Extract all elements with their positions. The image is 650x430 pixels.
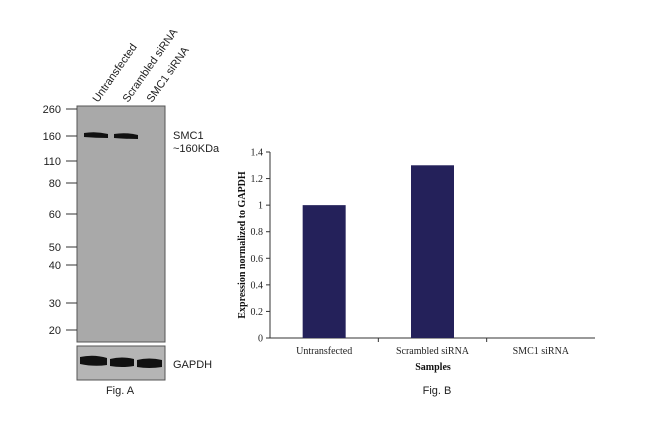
- blot-membrane: [76, 105, 166, 343]
- gapdh-band-untransfected: [80, 355, 107, 366]
- x-tick-label: SMC1 siRNA: [513, 346, 570, 357]
- y-tick-label: 0: [258, 334, 263, 345]
- x-tick-label: Untransfected: [296, 346, 352, 357]
- marker-label-260: 260: [43, 104, 61, 116]
- marker-label-80: 80: [49, 178, 61, 190]
- y-tick-label: 0.2: [251, 307, 264, 318]
- y-tick-label: 1.2: [251, 174, 264, 185]
- y-tick-label: 0.8: [251, 227, 264, 238]
- bar-scrambled-sirna: [411, 165, 454, 338]
- y-tick-label: 1: [258, 201, 263, 212]
- y-tick-label: 0.6: [251, 254, 264, 265]
- smc1-label: SMC1: [173, 130, 204, 142]
- y-axis-ticks: 0 0.2 0.4 0.6 0.8 1 1.2 1.4: [251, 148, 270, 345]
- bars-group: [302, 165, 454, 338]
- marker-label-110: 110: [43, 156, 61, 168]
- fig-a-caption: Fig. A: [106, 385, 135, 397]
- gapdh-band-scrambled-sirna: [110, 357, 134, 367]
- x-axis-ticks: Untransfected Scrambled siRNA SMC1 siRNA: [296, 338, 570, 357]
- smc1-size-label: ~160KDa: [173, 143, 220, 155]
- bar-chart-panel: Expression normalized to GAPDH 0 0.2 0.4 0.…: [237, 148, 595, 397]
- gapdh-label: GAPDH: [173, 359, 212, 371]
- marker-label-40: 40: [49, 260, 61, 272]
- bar-untransfected: [302, 205, 346, 338]
- fig-b-caption: Fig. B: [423, 385, 452, 397]
- western-blot-panel: Untransfected Scrambled siRNA SMC1 siRNA…: [43, 26, 220, 397]
- marker-label-60: 60: [49, 209, 61, 221]
- gapdh-band-smc1-sirna: [137, 358, 162, 368]
- marker-label-30: 30: [49, 298, 61, 310]
- smc1-band-scrambled-sirna: [114, 133, 138, 139]
- marker-label-50: 50: [49, 242, 61, 254]
- x-tick-label: Scrambled siRNA: [396, 346, 470, 357]
- y-tick-label: 0.4: [251, 280, 264, 291]
- x-axis-title: Samples: [415, 362, 451, 373]
- marker-ticks: [66, 108, 77, 331]
- y-tick-label: 1.4: [251, 148, 264, 159]
- y-axis-title: Expression normalized to GAPDH: [237, 171, 248, 319]
- marker-label-160: 160: [43, 131, 61, 143]
- smc1-band-untransfected: [84, 132, 108, 138]
- marker-label-20: 20: [49, 325, 61, 337]
